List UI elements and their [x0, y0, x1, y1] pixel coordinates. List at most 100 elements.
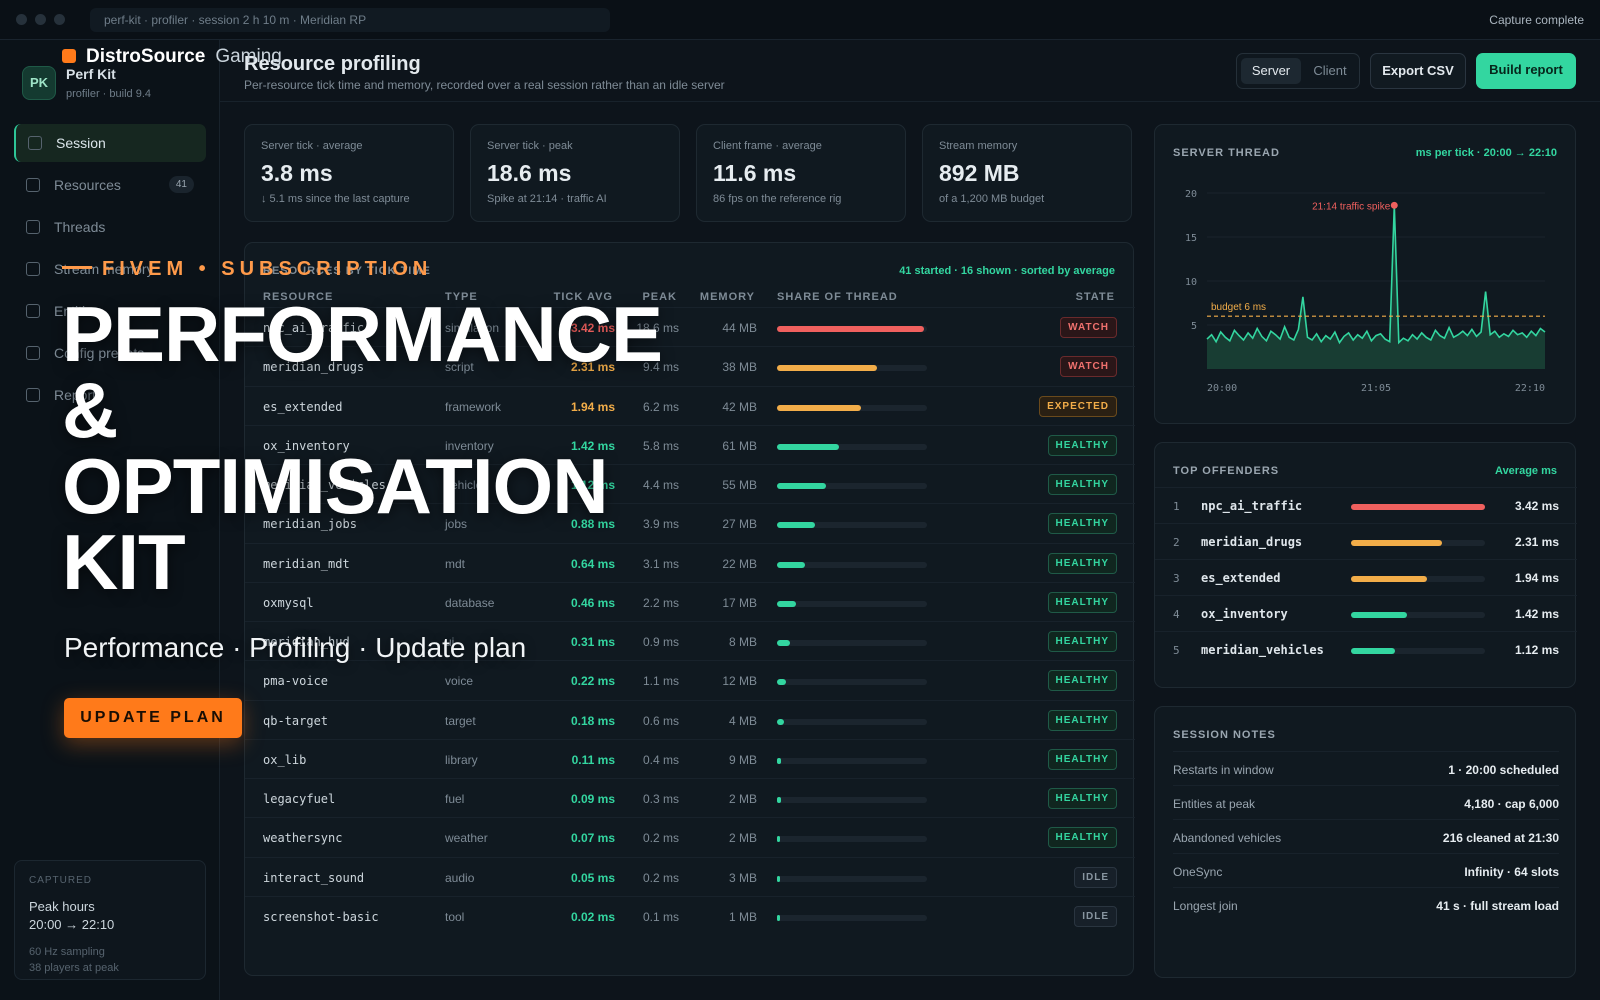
- col-peak[interactable]: PEAK: [642, 291, 677, 303]
- y-tick-label: 5: [1191, 321, 1197, 332]
- col-type[interactable]: TYPE: [445, 291, 478, 303]
- y-tick-label: 15: [1185, 233, 1197, 244]
- note-key: OneSync: [1173, 865, 1223, 879]
- build-report-button[interactable]: Build report: [1476, 53, 1576, 89]
- tick-peak: 6.2 ms: [642, 399, 679, 414]
- offender-row[interactable]: 4 ox_inventory 1.42 ms: [1155, 595, 1577, 631]
- resource-type: weather: [445, 831, 488, 846]
- table-row[interactable]: qb-target target 0.18 ms 0.6 ms 4 MB HEALTHY: [245, 699, 1135, 740]
- window-close-dot[interactable]: [16, 14, 27, 25]
- note-value: 4,180 · cap 6,000: [1464, 797, 1559, 811]
- table-row[interactable]: ox_lib library 0.11 ms 0.4 ms 9 MB HEALTHY: [245, 738, 1135, 779]
- captured-summary: CAPTURED Peak hours 20:00 → 22:10 60 Hz …: [14, 860, 206, 980]
- resource-name: meridian_drugs: [263, 360, 365, 375]
- table-row[interactable]: weathersync weather 0.07 ms 0.2 ms 2 MB HEALT…: [245, 817, 1135, 857]
- share-bar-track: [777, 483, 927, 489]
- sidebar-item-session[interactable]: Session: [14, 124, 206, 162]
- col-share[interactable]: SHARE OF THREAD: [777, 291, 898, 303]
- share-bar-track: [777, 365, 927, 372]
- tick-peak: 0.2 ms: [642, 831, 679, 846]
- resource-type: target: [445, 713, 476, 728]
- resource-type: inventory: [445, 438, 494, 453]
- offender-row[interactable]: 2 meridian_drugs 2.31 ms: [1155, 523, 1577, 559]
- headline-line-4: KIT: [62, 518, 186, 606]
- table-row[interactable]: interact_sound audio 0.05 ms 0.2 ms 3 MB IDLE: [245, 856, 1135, 897]
- toggle-server[interactable]: Server: [1241, 58, 1301, 84]
- notes-title: SESSION NOTES: [1173, 729, 1276, 741]
- resource-type: audio: [445, 870, 475, 885]
- offender-value: 3.42 ms: [1514, 499, 1559, 513]
- memory: 8 MB: [728, 635, 757, 649]
- stat-value: 892 MB: [939, 160, 1020, 186]
- share-bar-fill: [777, 640, 791, 646]
- stat-sub: ↓ 5.1 ms since the last capture: [261, 193, 410, 205]
- resource-name: interact_sound: [263, 870, 365, 885]
- col-tick-avg[interactable]: TICK AVG: [553, 291, 613, 303]
- window-maximize-dot[interactable]: [54, 14, 65, 25]
- col-memory[interactable]: MEMORY: [699, 291, 755, 303]
- sidebar-item-label: Config presets: [54, 345, 145, 361]
- resource-type: script: [445, 360, 474, 375]
- toggle-client[interactable]: Client: [1313, 63, 1347, 78]
- window-minimize-dot[interactable]: [35, 14, 46, 25]
- share-bar-track: [777, 797, 927, 803]
- note-row: OneSync Infinity · 64 slots: [1173, 853, 1559, 887]
- offender-rank: 3: [1173, 572, 1180, 585]
- captured-players: 38 players at peak: [29, 962, 119, 974]
- col-state[interactable]: STATE: [1075, 291, 1115, 303]
- table-row[interactable]: meridian_jobs jobs 0.88 ms 3.9 ms 27 MB HEALT…: [245, 503, 1135, 543]
- export-csv-button[interactable]: Export CSV: [1370, 53, 1466, 89]
- state-badge: HEALTHY: [1047, 670, 1117, 692]
- share-bar-track: [777, 443, 927, 450]
- tick-avg: 2.31 ms: [570, 360, 615, 375]
- capture-status: Capture complete: [1489, 13, 1584, 27]
- stat-card-client-frame: Client frame · average 11.6 ms 86 fps on…: [696, 124, 906, 222]
- state-badge: HEALTHY: [1047, 709, 1117, 731]
- offender-name: ox_inventory: [1201, 607, 1288, 621]
- offender-bar-track: [1351, 648, 1485, 654]
- table-row[interactable]: meridian_drugs script 2.31 ms 9.4 ms 38 MB WA…: [245, 346, 1135, 386]
- state-badge: WATCH: [1060, 317, 1117, 338]
- table-row[interactable]: meridian_hud ui 0.31 ms 0.9 ms 8 MB HEALTHY: [245, 621, 1135, 661]
- table-row[interactable]: screenshot-basic tool 0.02 ms 0.1 ms 1 MB IDL…: [245, 895, 1135, 936]
- page-title: Resource profiling: [244, 53, 421, 75]
- stat-sub: 86 fps on the reference rig: [713, 193, 842, 205]
- app-badge: PK: [22, 66, 56, 100]
- table-row[interactable]: legacyfuel fuel 0.09 ms 0.3 ms 2 MB HEALTHY: [245, 778, 1135, 818]
- memory: 9 MB: [728, 752, 757, 767]
- sidebar-item-label: Stream memory: [54, 261, 154, 277]
- sidebar-item-stream-memory[interactable]: Stream memory: [14, 250, 206, 288]
- sidebar-item-config-presets[interactable]: Config presets: [14, 334, 206, 372]
- sidebar-item-label: Entities: [54, 303, 100, 319]
- table-row[interactable]: es_extended framework 1.94 ms 6.2 ms 42 MB EX…: [245, 385, 1135, 426]
- memory: 17 MB: [722, 595, 757, 610]
- share-bar-track: [777, 326, 927, 332]
- sidebar-item-resources[interactable]: Resources 41: [14, 166, 206, 204]
- table-row[interactable]: meridian_mdt mdt 0.64 ms 3.1 ms 22 MB HEALTHY: [245, 542, 1135, 583]
- table-row[interactable]: meridian_vehicles vehicles 1.12 ms 4.4 ms 55…: [245, 464, 1135, 504]
- share-bar-fill: [777, 443, 839, 450]
- table-row[interactable]: oxmysql database 0.46 ms 2.2 ms 17 MB HEALTHY: [245, 581, 1135, 622]
- offender-name: es_extended: [1201, 571, 1281, 585]
- offenders-title: TOP OFFENDERS: [1173, 465, 1280, 477]
- table-row[interactable]: npc_ai_traffic simulation 3.42 ms 18.6 ms 44…: [245, 307, 1135, 347]
- tick-peak: 18.6 ms: [636, 321, 679, 335]
- note-key: Abandoned vehicles: [1173, 831, 1282, 845]
- offender-bar-fill: [1351, 576, 1428, 582]
- memory: 38 MB: [722, 360, 757, 375]
- tick-peak: 0.1 ms: [642, 909, 679, 924]
- sidebar-item-entities[interactable]: Entities: [14, 292, 206, 330]
- share-bar-fill: [777, 326, 924, 332]
- offender-row[interactable]: 3 es_extended 1.94 ms: [1155, 559, 1577, 595]
- tick-peak: 0.2 ms: [642, 870, 679, 885]
- captured-sampling: 60 Hz sampling: [29, 946, 105, 958]
- sidebar-item-threads[interactable]: Threads: [14, 208, 206, 246]
- tick-avg: 0.02 ms: [570, 909, 615, 924]
- col-resource[interactable]: RESOURCE: [263, 291, 334, 303]
- offender-row[interactable]: 5 meridian_vehicles 1.12 ms: [1155, 631, 1577, 667]
- offender-row[interactable]: 1 npc_ai_traffic 3.42 ms: [1155, 487, 1577, 523]
- table-row[interactable]: pma-voice voice 0.22 ms 1.1 ms 12 MB HEALTHY: [245, 660, 1135, 700]
- update-plan-button[interactable]: UPDATE PLAN: [64, 698, 242, 738]
- table-row[interactable]: ox_inventory inventory 1.42 ms 5.8 ms 61 MB H…: [245, 424, 1135, 465]
- sidebar-item-report[interactable]: Report: [14, 376, 206, 414]
